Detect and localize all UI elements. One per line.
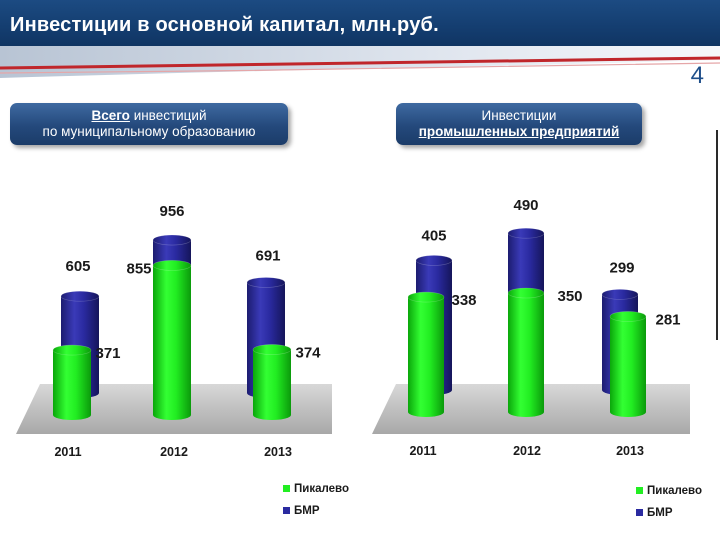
chart-2-bar-pikalevo-2012 xyxy=(507,287,545,417)
chart-1-legend-swatch-1 xyxy=(283,485,290,492)
chart-1-legend-label-2: БМР xyxy=(294,505,320,517)
chart-1-tick-2011: 2011 xyxy=(54,445,81,459)
chart-2-label-bmr-2011: 405 xyxy=(421,227,446,244)
page-title: Инвестиции в основной капитал, млн.руб. xyxy=(10,14,439,36)
chart-2-label-pikalevo-2011: 338 xyxy=(451,292,476,309)
chart-2-legend-label-1: Пикалево xyxy=(647,485,702,497)
chart-1-bar-pikalevo-2011 xyxy=(52,344,92,420)
chart-1-bar-pikalevo-2012 xyxy=(152,260,192,420)
chart-1-legend-swatch-2 xyxy=(283,507,290,514)
chart-1-label-bmr-2013: 691 xyxy=(255,247,280,264)
chart-2-tick-2013: 2013 xyxy=(616,444,644,458)
chart-2-legend-label-2: БМР xyxy=(647,507,673,519)
chart-2-tick-2012: 2012 xyxy=(513,444,541,458)
chart-2-tick-2011: 2011 xyxy=(409,444,436,458)
right-title-line1: Инвестиции xyxy=(481,108,557,123)
left-title-bold: Всего xyxy=(91,108,130,123)
chart-2-label-bmr-2013: 299 xyxy=(609,259,634,276)
chart-1-label-pikalevo-2012: 855 xyxy=(126,260,151,277)
chart-1-bar-pikalevo-2013 xyxy=(252,344,292,420)
chart-1-legend-label-1: Пикалево xyxy=(294,483,349,495)
header-swoosh xyxy=(0,46,720,78)
right-title-line2: промышленных предприятий xyxy=(418,124,620,139)
chart-1-tick-2013: 2013 xyxy=(264,445,292,459)
right-edge-line xyxy=(716,130,718,340)
chart-2-bar-pikalevo-2011 xyxy=(407,291,445,417)
chart-2-label-bmr-2012: 490 xyxy=(513,197,538,214)
chart-2-legend-swatch-1 xyxy=(636,487,643,494)
chart-1-tick-2012: 2012 xyxy=(160,445,188,459)
right-panel-title: Инвестиции промышленных предприятий xyxy=(396,103,642,145)
left-panel-title: Всего инвестиций по муниципальному образ… xyxy=(10,103,288,145)
chart-1-label-pikalevo-2013: 374 xyxy=(295,345,321,362)
chart-2-bar-pikalevo-2013 xyxy=(609,311,647,417)
left-title-line2: по муниципальному образованию xyxy=(42,124,256,139)
chart-2-label-pikalevo-2013: 281 xyxy=(655,311,680,328)
chart-1-label-pikalevo-2011: 371 xyxy=(95,345,120,362)
chart-1-label-bmr-2012: 956 xyxy=(159,203,184,220)
chart-1-label-bmr-2011: 605 xyxy=(65,258,90,275)
slide-number: 4 xyxy=(690,62,704,89)
left-title-rest: инвестиций xyxy=(129,108,207,123)
chart-2-legend-swatch-2 xyxy=(636,509,643,516)
chart-2-label-pikalevo-2012: 350 xyxy=(557,288,582,305)
